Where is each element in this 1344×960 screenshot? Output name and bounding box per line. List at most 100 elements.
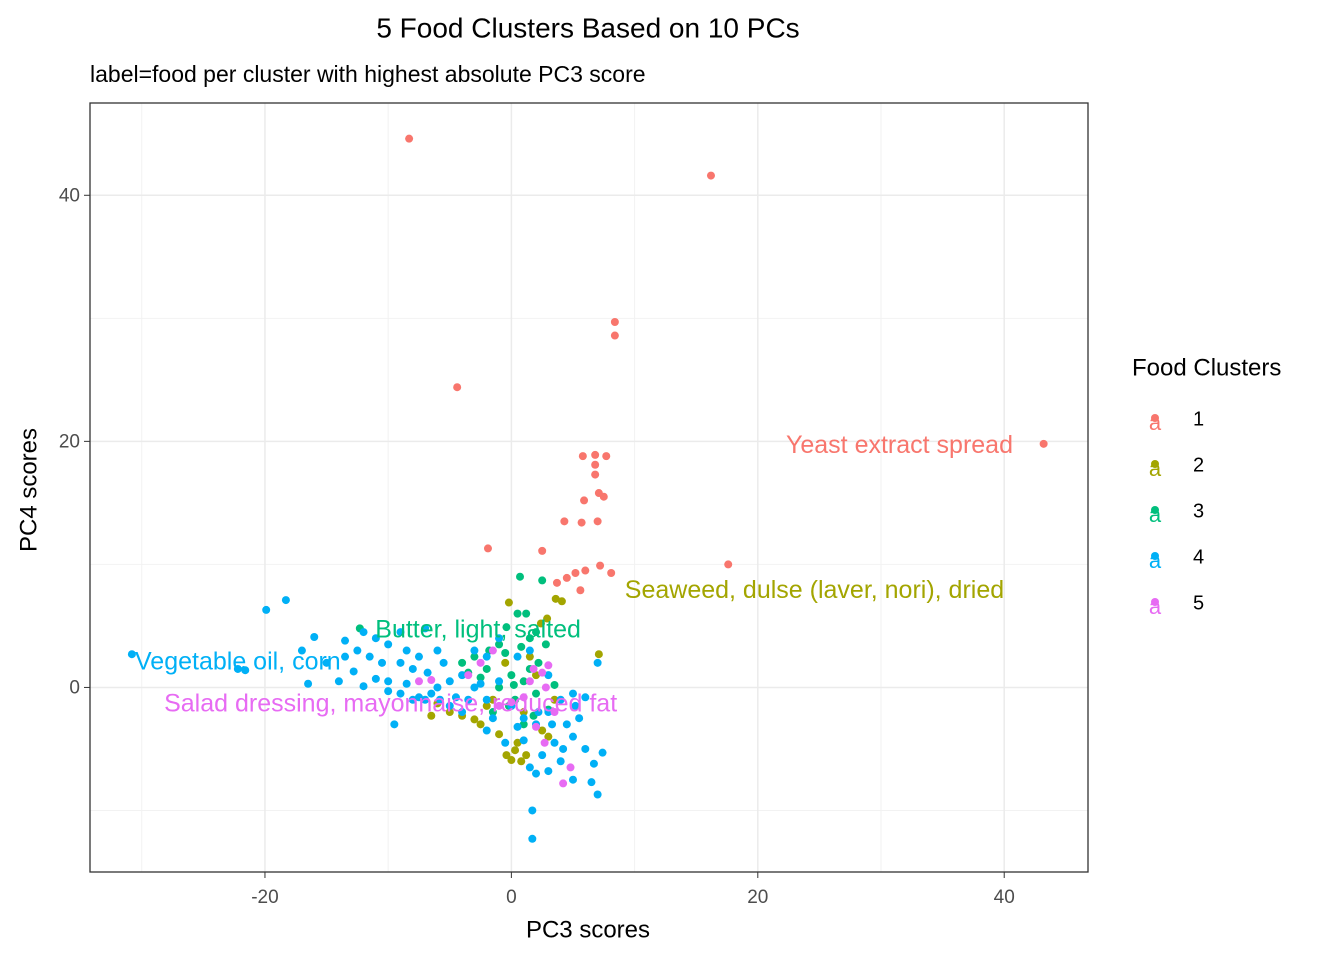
point — [544, 671, 553, 680]
point — [233, 664, 242, 673]
point — [560, 517, 569, 526]
point — [483, 544, 492, 553]
point — [241, 666, 250, 675]
point — [482, 664, 491, 673]
point — [566, 763, 575, 772]
point — [464, 695, 473, 704]
point — [414, 677, 423, 686]
point — [349, 667, 358, 676]
point — [470, 683, 479, 692]
point-label: Salad dressing, mayonnaise, reduced fat — [164, 689, 617, 717]
point — [571, 569, 580, 578]
point — [593, 790, 602, 799]
point — [495, 634, 504, 643]
point — [433, 646, 442, 655]
point — [522, 609, 531, 618]
point — [458, 671, 467, 680]
legend-label: 5 — [1193, 592, 1204, 614]
point — [445, 701, 454, 710]
point — [593, 517, 602, 526]
point — [544, 767, 553, 776]
point — [594, 650, 603, 659]
chart-title: 5 Food Clusters Based on 10 PCs — [376, 12, 799, 43]
point — [439, 658, 448, 667]
point — [511, 746, 520, 755]
point — [513, 722, 522, 731]
point — [470, 652, 479, 661]
point — [507, 756, 516, 765]
point — [519, 693, 528, 702]
point — [607, 569, 616, 578]
point — [453, 383, 462, 392]
point — [724, 560, 733, 569]
y-tick-label: 20 — [59, 431, 80, 452]
point — [568, 732, 577, 741]
x-axis-title: PC3 scores — [526, 916, 650, 943]
point — [458, 658, 467, 667]
point — [536, 619, 545, 628]
point — [507, 671, 516, 680]
point — [470, 715, 479, 724]
point — [396, 658, 405, 667]
point — [519, 677, 528, 686]
y-axis-title: PC4 scores — [15, 428, 42, 552]
point — [538, 726, 547, 735]
point — [495, 677, 504, 686]
point — [543, 614, 552, 623]
point — [421, 624, 430, 633]
point — [550, 738, 559, 747]
point — [562, 720, 571, 729]
point — [591, 460, 600, 469]
point — [519, 736, 528, 745]
point — [544, 708, 553, 717]
point — [519, 708, 528, 717]
point — [488, 708, 497, 717]
point — [706, 171, 715, 180]
point — [571, 701, 580, 710]
point — [378, 658, 387, 667]
point — [341, 636, 350, 645]
point — [544, 661, 553, 670]
legend-label: 1 — [1193, 408, 1204, 430]
point — [578, 452, 587, 461]
point — [551, 594, 560, 603]
point — [532, 769, 541, 778]
point — [559, 779, 568, 788]
point — [525, 646, 534, 655]
legend-title: Food Clusters — [1132, 354, 1281, 381]
point-label: Vegetable oil, corn — [135, 647, 341, 675]
point — [445, 708, 454, 717]
point-label: Seaweed, dulse (laver, nori), dried — [625, 576, 1004, 604]
point — [550, 708, 559, 717]
point — [495, 701, 504, 710]
point — [513, 738, 522, 747]
point — [433, 683, 442, 692]
point — [544, 732, 553, 741]
point — [427, 676, 436, 685]
point — [504, 598, 513, 607]
point — [541, 640, 550, 649]
legend-key-point — [1151, 598, 1159, 606]
point — [427, 689, 436, 698]
point — [538, 546, 547, 555]
point — [538, 751, 547, 760]
point — [525, 677, 534, 686]
point — [599, 492, 608, 501]
point — [390, 720, 399, 729]
point — [482, 652, 491, 661]
point — [538, 576, 547, 585]
point — [507, 698, 516, 707]
point — [525, 652, 534, 661]
point — [581, 693, 590, 702]
point — [610, 331, 619, 340]
point — [414, 693, 423, 702]
point — [559, 744, 568, 753]
point — [501, 738, 510, 747]
point — [522, 751, 531, 760]
point — [488, 714, 497, 723]
y-tick-label: 40 — [59, 185, 80, 206]
point — [304, 679, 313, 688]
point — [310, 632, 319, 641]
point — [532, 671, 541, 680]
point — [402, 646, 411, 655]
